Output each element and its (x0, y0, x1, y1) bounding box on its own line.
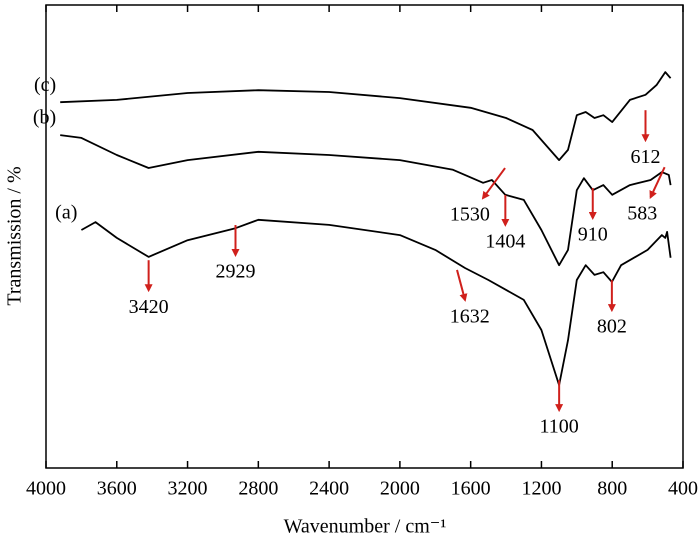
annotation-label: 1632 (450, 306, 490, 328)
plot-frame (45, 4, 684, 469)
series-label: (b) (33, 107, 56, 129)
x-tick-label: 2000 (380, 478, 420, 500)
series-label: (a) (55, 202, 77, 224)
annotation-label: 1100 (540, 416, 579, 438)
annotation-arrow (456, 269, 468, 302)
x-tick-label: 1200 (521, 478, 561, 500)
x-tick-label: 800 (597, 478, 627, 500)
x-tick-label: 3200 (168, 478, 208, 500)
x-tick-label: 2400 (309, 478, 349, 500)
annotation-label: 910 (578, 224, 608, 246)
x-axis-label: Wavenumber / cm⁻¹ (284, 516, 447, 538)
x-tick-label: 1600 (451, 478, 491, 500)
x-tick-label: 400 (668, 478, 698, 500)
annotation-arrow (481, 167, 506, 200)
annotation-label: 1530 (450, 204, 490, 226)
series-line (60, 71, 672, 161)
x-tick-label: 3600 (97, 478, 137, 500)
annotation-label: 583 (627, 203, 657, 225)
y-axis-label: Transmission / % (4, 166, 26, 305)
annotation-label: 612 (630, 146, 660, 168)
annotation-label: 1404 (485, 231, 525, 253)
series-line (80, 218, 672, 386)
series-label: (c) (34, 74, 56, 96)
annotation-label: 3420 (129, 296, 169, 318)
series-line (60, 134, 672, 267)
annotation-label: 802 (597, 316, 627, 338)
annotation-arrow (649, 166, 666, 199)
x-tick-label: 4000 (26, 478, 66, 500)
x-tick-label: 2800 (238, 478, 278, 500)
annotation-label: 2929 (216, 261, 256, 283)
